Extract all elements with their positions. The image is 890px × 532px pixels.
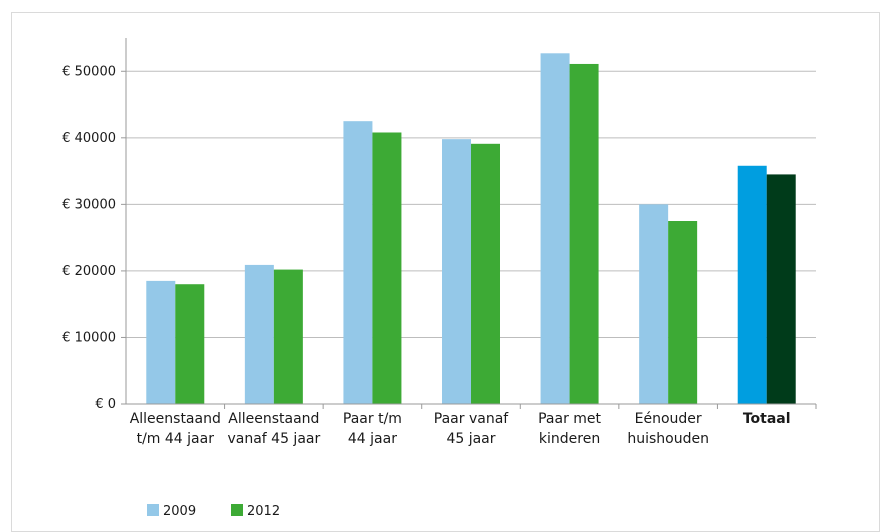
bar-2012-2 xyxy=(372,132,402,404)
legend-swatch-2009 xyxy=(147,504,159,516)
legend-label-2012: 2012 xyxy=(247,504,280,518)
category-label: Paar met xyxy=(538,411,601,427)
legend-label-2009: 2009 xyxy=(163,504,196,518)
bar-2009-4 xyxy=(540,53,570,405)
bar-2012-6 xyxy=(766,174,796,404)
category-label: Totaal xyxy=(743,411,791,427)
bar-2012-1 xyxy=(273,269,303,404)
bar-chart: € 0 € 10000 € 20000 € 30000 € 40000 € 50000 A… xyxy=(62,38,817,518)
bar-2009-3 xyxy=(442,139,471,404)
bar-2012-5 xyxy=(668,221,698,404)
bar-2009-5 xyxy=(639,204,669,404)
bar-2009-1 xyxy=(244,264,274,404)
y-tick-label: € 40000 xyxy=(62,131,116,146)
legend-swatch-2012 xyxy=(231,504,243,516)
category-label: huishouden xyxy=(627,431,709,447)
category-label: t/m 44 jaar xyxy=(137,431,215,447)
bar-2009-2 xyxy=(343,121,373,404)
category-label: Paar t/m xyxy=(343,411,402,427)
y-tick-label: € 20000 xyxy=(62,264,116,279)
category-label: Paar vanaf xyxy=(434,411,509,427)
bar-2012-4 xyxy=(569,63,599,404)
category-label: 45 jaar xyxy=(446,431,495,447)
category-label: 44 jaar xyxy=(348,431,397,447)
category-label: vanaf 45 jaar xyxy=(227,431,320,447)
bar-2009-0 xyxy=(146,280,176,404)
category-label: Alleenstaand xyxy=(228,411,319,427)
category-label: Eénouder xyxy=(635,411,702,427)
y-tick-label: € 30000 xyxy=(62,197,116,212)
bar-2009-6 xyxy=(737,165,767,404)
category-label: Alleenstaand xyxy=(130,411,221,427)
category-label: kinderen xyxy=(539,431,600,447)
bar-2012-0 xyxy=(175,284,205,404)
bar-2012-3 xyxy=(471,143,500,405)
y-tick-label: € 0 xyxy=(95,397,116,412)
y-tick-label: € 50000 xyxy=(62,64,116,79)
y-tick-label: € 10000 xyxy=(62,330,116,345)
